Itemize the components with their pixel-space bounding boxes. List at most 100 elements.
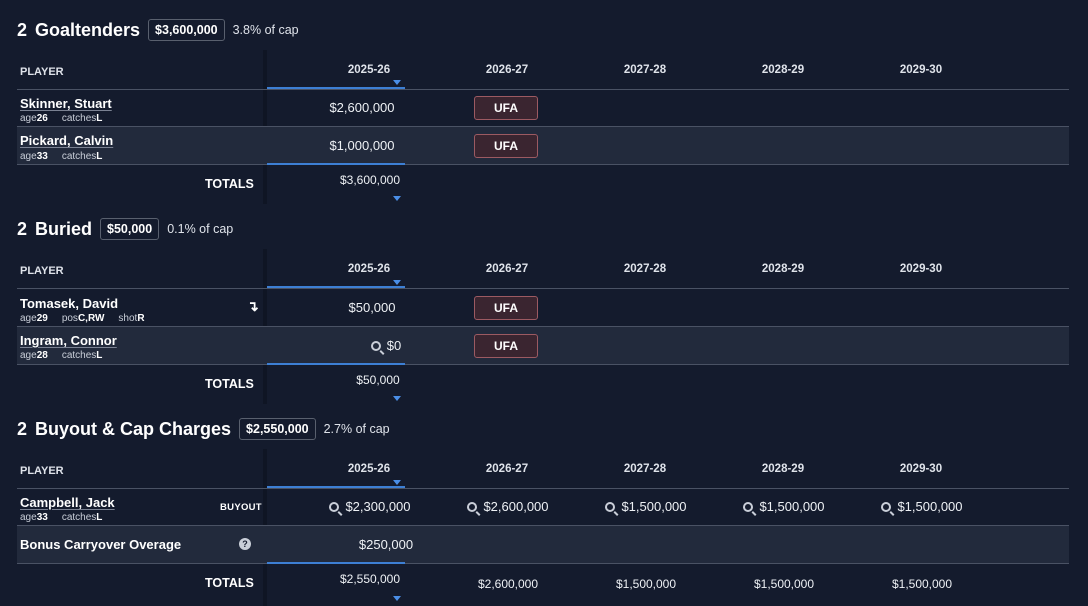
search-icon[interactable] — [605, 502, 616, 512]
totals-label: TOTALS — [205, 377, 254, 391]
section-header: 2 Buried $50,000 0.1% of cap — [17, 216, 233, 242]
table-row: Bonus Carryover Overage ? $250,000 — [17, 525, 1069, 563]
active-column-indicator — [267, 363, 405, 365]
player-age: 26 — [36, 113, 48, 124]
section-header: 2 Goaltenders $3,600,000 3.8% of cap — [17, 17, 299, 43]
year-header-2029-30[interactable]: 2029-30 — [899, 463, 943, 475]
year-header-2025-26[interactable]: 2025-26 — [347, 64, 391, 76]
buyout-cell-2025-26: $2,300,000 — [301, 499, 439, 514]
search-icon[interactable] — [467, 502, 478, 512]
section-header: 2 Buyout & Cap Charges $2,550,000 2.7% o… — [17, 416, 390, 442]
meta-age-label: age — [20, 151, 37, 162]
player-name-link[interactable]: Ingram, Connor — [20, 333, 117, 348]
total-2025-26: $50,000 — [356, 373, 400, 387]
player-position: C,RW — [77, 313, 105, 324]
cap-hit-value: $2,600,000 — [329, 100, 395, 115]
player-catches: L — [96, 151, 103, 162]
year-header-2025-26[interactable]: 2025-26 — [347, 463, 391, 475]
player-meta: age28 catchesL — [20, 350, 102, 361]
sort-down-icon — [393, 596, 401, 601]
section-cap-amount: $50,000 — [100, 218, 160, 240]
meta-age-label: age — [20, 313, 37, 324]
meta-shot-label: shot — [118, 313, 138, 324]
player-column-header[interactable]: PLAYER — [20, 265, 64, 277]
totals-row: TOTALS $2,550,000 $2,600,000 $1,500,000 … — [17, 562, 1069, 606]
total-2025-26: $2,550,000 — [339, 572, 401, 586]
ufa-badge: UFA — [474, 296, 538, 320]
section-title: Goaltenders — [35, 19, 141, 40]
buyout-cell-2027-28: $1,500,000 — [577, 499, 715, 514]
year-header-2028-29[interactable]: 2028-29 — [761, 463, 805, 475]
table-row: Tomasek, David age29 posC,RW shotR ↴ $50,0… — [17, 288, 1069, 326]
total-2027-28: $1,500,000 — [615, 577, 677, 591]
meta-catches-label: catches — [61, 113, 97, 124]
meta-pos-label: pos — [61, 313, 78, 324]
help-icon[interactable]: ? — [239, 538, 251, 550]
year-header-2027-28[interactable]: 2027-28 — [623, 263, 667, 275]
player-name-link[interactable]: Pickard, Calvin — [20, 133, 114, 148]
ufa-badge: UFA — [474, 96, 538, 120]
buyout-cell-2028-29: $1,500,000 — [715, 499, 853, 514]
buyout-cell-2026-27: $2,600,000 — [439, 499, 577, 514]
player-column-header[interactable]: PLAYER — [20, 66, 64, 78]
player-name-link[interactable]: Campbell, Jack — [20, 495, 115, 510]
player-name-link[interactable]: Skinner, Stuart — [20, 96, 112, 111]
totals-label: TOTALS — [205, 576, 254, 590]
meta-catches-label: catches — [61, 512, 97, 523]
year-header-2026-27[interactable]: 2026-27 — [485, 463, 529, 475]
player-catches: L — [96, 512, 103, 523]
buyout-cell-2029-30: $1,500,000 — [853, 499, 991, 514]
search-icon[interactable] — [881, 502, 892, 512]
buyout-value: $2,300,000 — [345, 499, 411, 514]
section-title: Buyout & Cap Charges — [35, 418, 232, 439]
meta-age-label: age — [20, 113, 37, 124]
year-header-2027-28[interactable]: 2027-28 — [623, 463, 667, 475]
active-column-indicator — [267, 286, 405, 288]
table-row: Campbell, Jack age33 catchesL BUYOUT $2,3… — [17, 488, 1069, 525]
year-header-2026-27[interactable]: 2026-27 — [485, 64, 529, 76]
player-age: 29 — [36, 313, 48, 324]
year-header-2029-30[interactable]: 2029-30 — [899, 263, 943, 275]
buyout-tag: BUYOUT — [220, 502, 262, 513]
player-age: 28 — [36, 350, 48, 361]
section-cap-percent: 3.8% of cap — [232, 23, 299, 37]
year-header-2026-27[interactable]: 2026-27 — [485, 263, 529, 275]
player-meta: age26 catchesL — [20, 113, 102, 124]
cap-hit-value: $50,000 — [348, 300, 396, 315]
year-header-2028-29[interactable]: 2028-29 — [761, 263, 805, 275]
ufa-badge: UFA — [474, 334, 538, 358]
year-header-2027-28[interactable]: 2027-28 — [623, 64, 667, 76]
section-cap-percent: 0.1% of cap — [167, 222, 234, 236]
search-icon[interactable] — [329, 502, 340, 512]
active-column-indicator — [267, 163, 405, 165]
year-header-2028-29[interactable]: 2028-29 — [761, 64, 805, 76]
player-shot: R — [137, 313, 145, 324]
buyout-value: $1,500,000 — [759, 499, 825, 514]
table-row: Ingram, Connor age28 catchesL $0 UFA — [17, 326, 1069, 364]
cap-hit-value: $250,000 — [358, 537, 414, 552]
totals-row: TOTALS $50,000 — [17, 363, 1069, 404]
search-icon[interactable] — [370, 341, 381, 351]
total-2028-29: $1,500,000 — [753, 577, 815, 591]
player-column-header[interactable]: PLAYER — [20, 465, 64, 477]
buyout-value: $1,500,000 — [897, 499, 963, 514]
sort-down-icon — [393, 280, 401, 285]
search-icon[interactable] — [743, 502, 754, 512]
meta-age-label: age — [20, 350, 37, 361]
section-cap-amount: $3,600,000 — [148, 19, 225, 41]
year-header-2025-26[interactable]: 2025-26 — [347, 263, 391, 275]
goaltenders-section: 2 Goaltenders $3,600,000 3.8% of cap PLA… — [0, 0, 1088, 210]
player-name-link[interactable]: Tomasek, David — [20, 296, 119, 311]
section-cap-percent: 2.7% of cap — [323, 422, 390, 436]
total-2026-27: $2,600,000 — [477, 577, 539, 591]
player-catches: L — [96, 113, 103, 124]
player-meta: age29 posC,RW shotR — [20, 313, 145, 324]
active-column-indicator — [267, 486, 405, 488]
active-column-indicator — [267, 87, 405, 89]
year-header-2029-30[interactable]: 2029-30 — [899, 64, 943, 76]
player-meta: age33 catchesL — [20, 151, 102, 162]
sort-down-icon — [393, 196, 401, 201]
player-age: 33 — [36, 151, 48, 162]
table-row: Pickard, Calvin age33 catchesL $1,000,000… — [17, 126, 1069, 164]
player-catches: L — [96, 350, 103, 361]
